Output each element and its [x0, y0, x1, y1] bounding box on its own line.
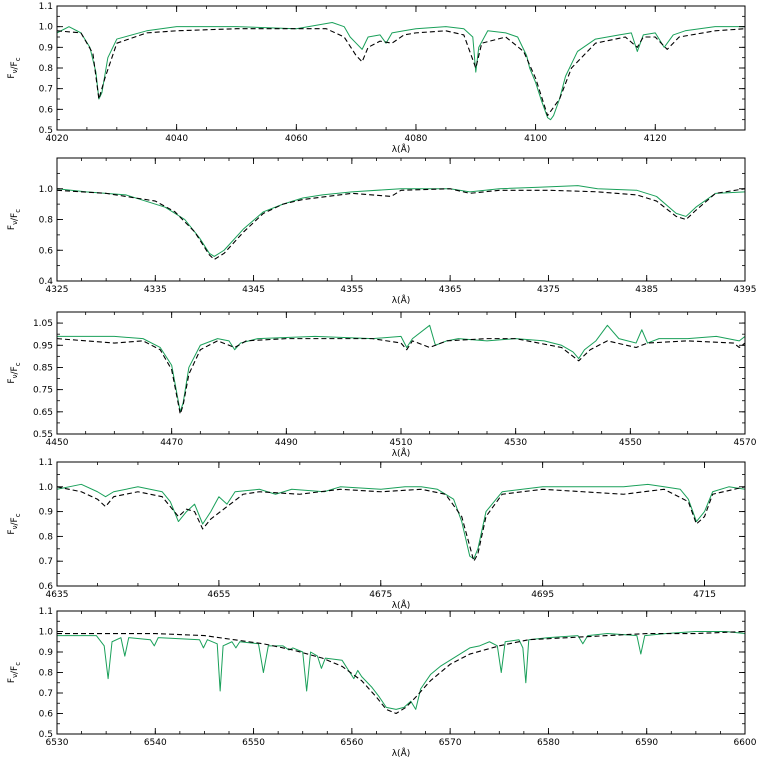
model-spectrum-line — [57, 188, 745, 261]
panel-4: 4635 4655 4675 4695 4715 0.6 0.7 0.8 0.9 1.0 1.1 λ(… — [7, 458, 746, 611]
y-tick-label: 0.8 — [39, 532, 54, 542]
plot-frame — [56, 5, 746, 131]
x-tick-label: 4335 — [144, 285, 167, 295]
x-tick-label: 4100 — [524, 134, 547, 144]
y-axis-label: Fν/Fc — [7, 662, 22, 683]
x-tick-label: 4570 — [734, 438, 757, 448]
y-tick-label: 0.9 — [39, 648, 54, 658]
x-tick-label: 4345 — [242, 285, 265, 295]
x-tick-label: 6570 — [439, 738, 462, 748]
x-tick-label: 4450 — [46, 438, 69, 448]
observed-spectrum-line — [57, 631, 745, 710]
plot-frame — [56, 610, 746, 735]
x-tick-label: 6560 — [340, 738, 363, 748]
y-tick-label: 0.9 — [39, 43, 54, 53]
y-tick-label: 1.0 — [39, 628, 54, 638]
x-axis-label: λ(Å) — [392, 294, 411, 306]
x-tick-label: 6600 — [734, 738, 757, 748]
panel-5: 6530 6540 6550 6560 6570 6580 6590 6600 0.5 0.6 0.… — [7, 607, 757, 759]
x-tick-label: 4470 — [160, 438, 183, 448]
x-tick-label: 6550 — [242, 738, 265, 748]
panel-3: 4450 4470 4490 4510 4530 4550 4570 0.55 0.65 0.75… — [7, 311, 757, 459]
plot-frame — [56, 461, 746, 587]
model-spectrum-line — [57, 630, 745, 715]
x-tick-label: 4635 — [46, 590, 69, 600]
x-tick-label: 4385 — [635, 285, 658, 295]
y-tick-label: 0.65 — [33, 408, 53, 418]
x-axis-label: λ(Å) — [392, 447, 411, 459]
y-tick-label: 1.0 — [39, 483, 54, 493]
y-tick-label: 1.05 — [33, 319, 53, 329]
x-tick-label: 4395 — [734, 285, 757, 295]
model-spectrum-line — [57, 486, 745, 562]
observed-spectrum-line — [57, 324, 745, 413]
x-tick-label: 4060 — [285, 134, 308, 144]
y-tick-label: 1.1 — [39, 458, 53, 468]
y-axis-label: Fν/Fc — [7, 57, 22, 78]
plot-frame — [56, 157, 746, 282]
y-tick-label: 0.6 — [39, 246, 54, 256]
x-tick-label: 4040 — [165, 134, 188, 144]
y-tick-label: 0.8 — [39, 216, 54, 226]
observed-spectrum-line — [57, 22, 745, 121]
x-tick-label: 4510 — [390, 438, 413, 448]
y-tick-label: 0.6 — [39, 582, 54, 592]
x-tick-label: 4020 — [46, 134, 69, 144]
y-tick-label: 0.7 — [39, 557, 53, 567]
y-tick-label: 0.75 — [33, 386, 53, 396]
y-tick-label: 0.7 — [39, 85, 53, 95]
y-tick-label: 1.0 — [39, 23, 54, 33]
y-tick-label: 0.6 — [39, 710, 54, 720]
y-axis-label: Fν/Fc — [7, 362, 22, 383]
panel-1: 4020 4040 4060 4080 4100 4120 0.5 0.6 0.7 0.8 0.9 1… — [7, 2, 746, 155]
y-tick-label: 0.85 — [33, 363, 53, 373]
x-tick-label: 4530 — [504, 438, 527, 448]
y-tick-label: 0.6 — [39, 105, 54, 115]
observed-spectrum-line — [57, 483, 745, 560]
y-tick-label: 0.7 — [39, 689, 53, 699]
x-tick-label: 4365 — [439, 285, 462, 295]
x-tick-label: 6530 — [46, 738, 69, 748]
x-tick-label: 4080 — [405, 134, 428, 144]
y-tick-label: 0.5 — [39, 126, 53, 136]
x-tick-label: 4490 — [275, 438, 298, 448]
y-tick-label: 0.8 — [39, 64, 54, 74]
x-tick-label: 4675 — [369, 590, 392, 600]
y-tick-label: 1.1 — [39, 2, 53, 12]
model-spectrum-line — [57, 338, 745, 415]
x-tick-label: 4655 — [207, 590, 230, 600]
x-axis-label: λ(Å) — [392, 599, 411, 611]
x-axis-label: λ(Å) — [392, 143, 411, 155]
x-tick-label: 6590 — [635, 738, 658, 748]
y-tick-label: 0.4 — [39, 277, 54, 287]
x-tick-label: 4695 — [531, 590, 554, 600]
observed-spectrum-line — [57, 185, 745, 257]
y-tick-label: 0.5 — [39, 730, 53, 740]
x-tick-label: 4375 — [537, 285, 560, 295]
x-axis-label: λ(Å) — [392, 747, 411, 759]
x-tick-label: 6580 — [537, 738, 560, 748]
x-tick-label: 6540 — [144, 738, 167, 748]
y-tick-label: 1.0 — [39, 185, 54, 195]
y-tick-label: 0.95 — [33, 341, 53, 351]
y-axis-label: Fν/Fc — [7, 513, 22, 534]
x-tick-label: 4325 — [46, 285, 69, 295]
x-tick-label: 4715 — [693, 590, 716, 600]
model-spectrum-line — [57, 28, 745, 117]
y-axis-label: Fν/Fc — [7, 209, 22, 230]
y-tick-label: 0.55 — [33, 430, 53, 440]
x-tick-label: 4355 — [340, 285, 363, 295]
panel-2: 4325 4335 4345 4355 4365 4375 4385 4395 0.4 0.6 0.… — [7, 157, 757, 306]
y-tick-label: 0.8 — [39, 669, 54, 679]
y-tick-label: 1.1 — [39, 607, 53, 617]
x-tick-label: 4550 — [619, 438, 642, 448]
y-tick-label: 0.9 — [39, 508, 54, 518]
x-tick-label: 4120 — [644, 134, 667, 144]
